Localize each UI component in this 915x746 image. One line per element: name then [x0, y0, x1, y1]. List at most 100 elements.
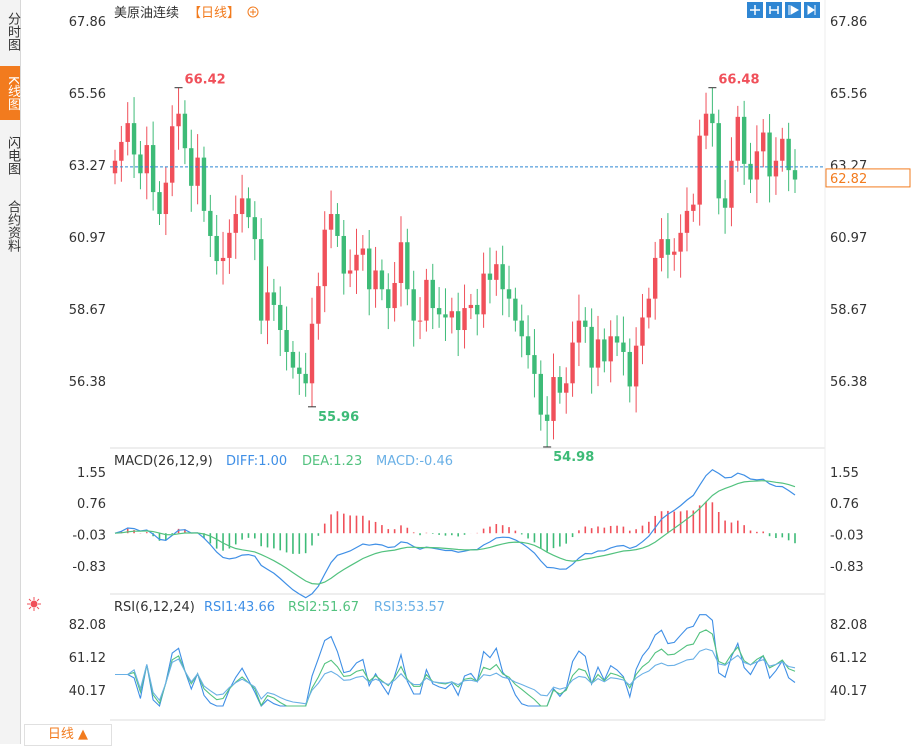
candle-body — [227, 232, 232, 258]
candle-body — [163, 182, 169, 215]
macd-tick-right: 1.55 — [830, 466, 859, 481]
dea-line — [114, 480, 796, 585]
candle-body — [398, 242, 404, 283]
high-annotation-1: 66.42 — [185, 73, 226, 88]
macd-dea-legend: DEA:1.23 — [302, 454, 362, 469]
price-tick-right: 67.86 — [830, 15, 867, 30]
candle-body — [144, 145, 149, 174]
current-price-box — [825, 168, 911, 188]
macd-tick-left: -0.83 — [72, 560, 106, 575]
candle-body — [640, 317, 645, 346]
candle-body — [449, 311, 455, 318]
candle-body — [602, 339, 607, 362]
candle-body — [265, 292, 270, 321]
rsi-pane: 82.08 82.08 61.12 61.12 40.17 40.17 — [69, 614, 867, 708]
candle-body — [430, 279, 435, 309]
candle-body — [608, 336, 613, 362]
candle-body — [424, 279, 429, 321]
tab-kline[interactable]: K线图 — [0, 66, 20, 120]
candle-body — [208, 210, 213, 236]
candle-body — [131, 123, 137, 155]
candle-body — [652, 257, 658, 299]
rsi-tick-right: 40.17 — [830, 684, 867, 699]
candle-body — [786, 138, 791, 171]
candle-body — [525, 336, 531, 356]
candle-body — [513, 298, 518, 321]
candle-body — [246, 198, 251, 218]
candle-body — [328, 214, 334, 230]
candle-body — [271, 292, 277, 305]
period-selector[interactable]: 日线 ▲ — [24, 724, 112, 746]
rsi1-legend: RSI1:43.66 — [204, 600, 275, 615]
candle-body — [678, 232, 683, 252]
candle-body — [697, 135, 702, 205]
candle-body — [386, 289, 391, 309]
tab-contract-info[interactable]: 合约资料 — [5, 200, 20, 252]
tab-lightning[interactable]: 闪电图 — [5, 135, 20, 175]
candle-body — [564, 383, 569, 393]
macd-tick-right: -0.03 — [830, 528, 864, 543]
candle-body — [150, 145, 156, 193]
macd-title: MACD(26,12,9) — [114, 454, 213, 469]
candle-body — [780, 138, 785, 161]
candle-body — [297, 367, 302, 374]
candle-body — [646, 298, 652, 318]
split-icon[interactable] — [766, 2, 782, 18]
kline-chart[interactable]: 美原油连续 【日线】 1.55 1.55 0.76 0.76 -0.03 -0.03 -0.… — [20, 0, 915, 724]
price-tick-left: 56.38 — [69, 375, 106, 390]
candle-body — [138, 154, 143, 174]
sun-icon[interactable] — [27, 597, 41, 611]
candle-body — [443, 314, 448, 318]
candle-body — [589, 326, 594, 368]
rsi-tick-right: 61.12 — [830, 651, 867, 666]
candle-body — [703, 113, 709, 136]
candle-body — [532, 355, 537, 374]
candle-body — [500, 264, 505, 290]
crosshair-icon[interactable] — [747, 2, 763, 18]
rsi-tick-left: 82.08 — [69, 618, 106, 633]
macd-tick-left: 0.76 — [77, 497, 106, 512]
circle-plus-icon[interactable] — [247, 6, 259, 18]
tab-timeshare[interactable]: 分时图 — [5, 11, 20, 51]
chart-title: 美原油连续 — [114, 5, 179, 21]
low-annotation-2: 54.98 — [553, 450, 594, 465]
candle-body — [551, 377, 556, 421]
candle-body — [405, 242, 410, 290]
candle-body — [316, 286, 321, 324]
candle-body — [538, 373, 543, 415]
candle-body — [494, 264, 499, 280]
candle-body — [367, 248, 372, 290]
rsi-tick-left: 40.17 — [69, 684, 106, 699]
candle-body — [455, 311, 461, 331]
candle-body — [258, 239, 264, 321]
candle-body — [392, 282, 397, 309]
candle-body — [716, 123, 721, 199]
play-left-icon[interactable] — [785, 2, 801, 18]
rsi3-line — [115, 648, 796, 705]
candle-body — [735, 116, 741, 161]
candle-body — [347, 270, 353, 274]
candle-body — [481, 273, 486, 315]
macd-tick-left: 1.55 — [77, 466, 106, 481]
candle-body — [125, 123, 130, 142]
candle-body — [119, 141, 124, 161]
price-tick-right: 60.97 — [830, 231, 867, 246]
candle-body — [710, 113, 715, 124]
candle-body — [576, 320, 582, 343]
candle-body — [748, 163, 753, 180]
candle-body — [379, 270, 385, 290]
macd-diff-legend: DIFF:1.00 — [226, 454, 287, 469]
candle-body — [767, 132, 772, 177]
price-tick-left: 58.67 — [69, 303, 106, 318]
candle-body — [614, 336, 620, 343]
candle-body — [373, 270, 378, 290]
candle-body — [195, 157, 200, 186]
candle-body — [684, 210, 690, 233]
candle-body — [176, 113, 181, 127]
play-right-icon[interactable] — [804, 2, 820, 18]
high-annotation-2: 66.48 — [718, 73, 759, 88]
candle-body — [729, 160, 734, 208]
candle-body — [462, 308, 467, 331]
candle-body — [290, 351, 296, 368]
candle-body — [468, 304, 474, 309]
